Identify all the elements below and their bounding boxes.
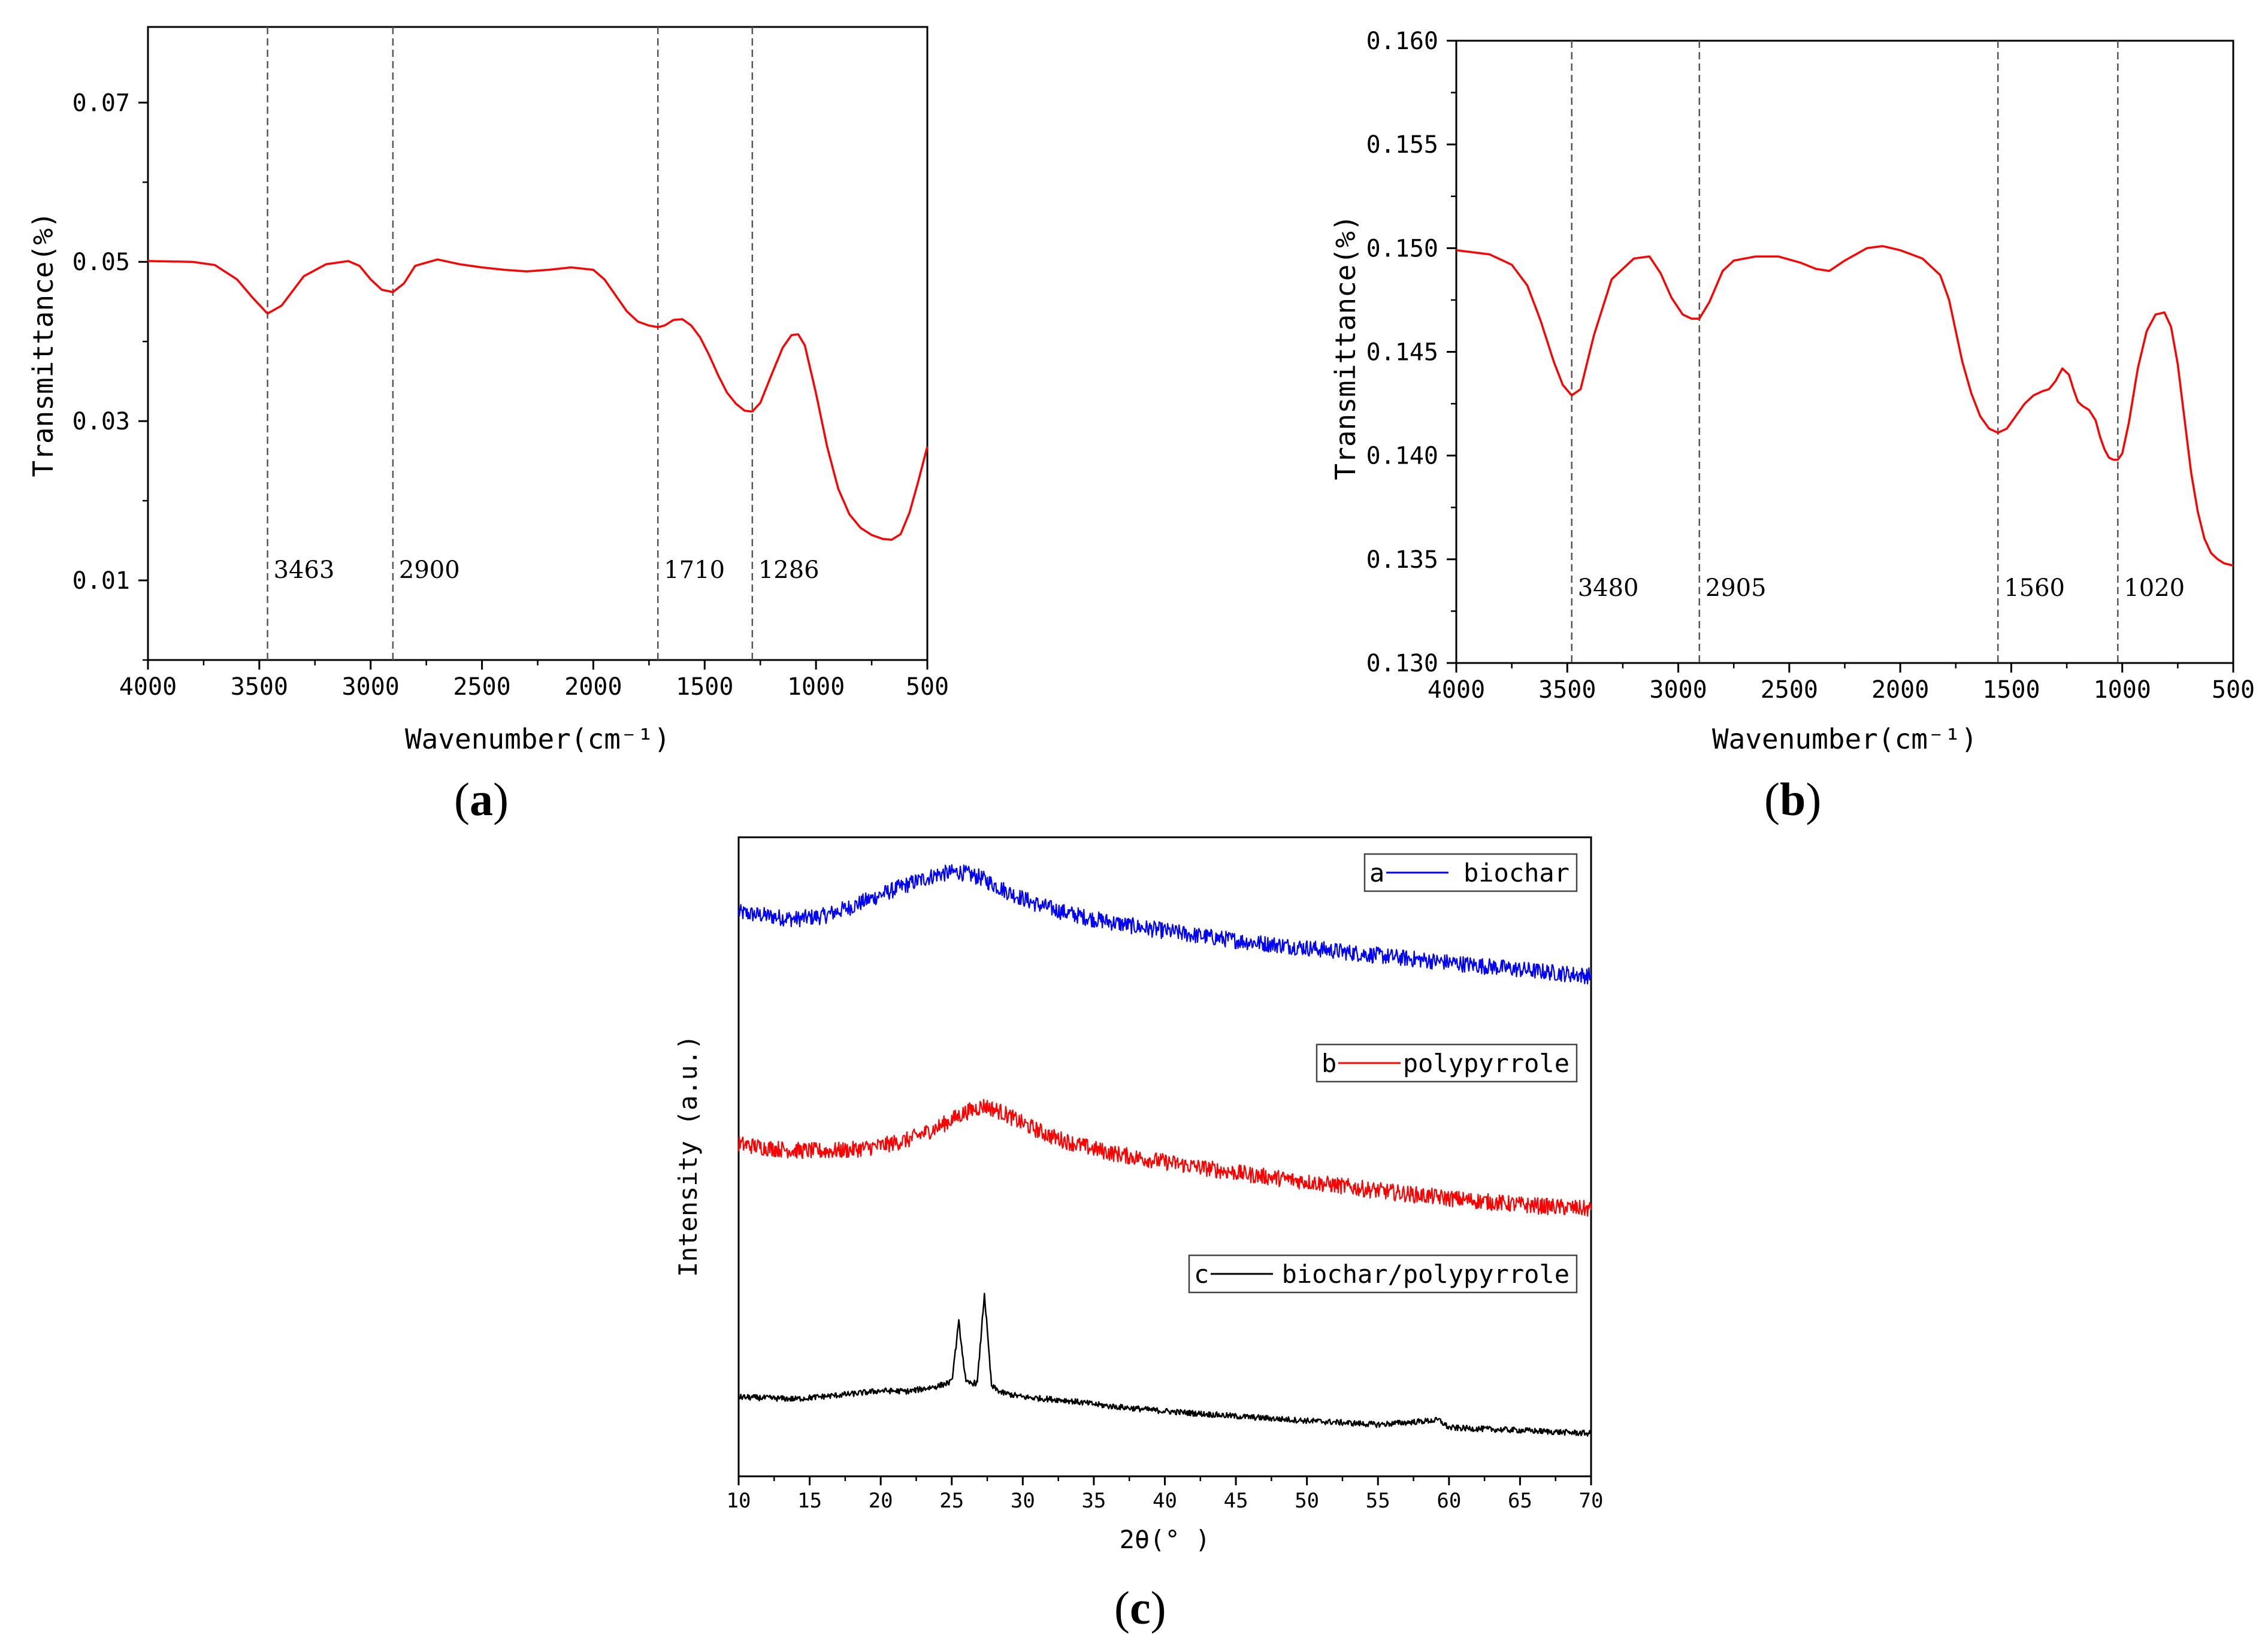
x-axis-label: Wavenumber(cm⁻¹) — [405, 723, 670, 755]
legend-label: polypyrrole — [1403, 1049, 1570, 1078]
panel-label-c: (c) — [1114, 1582, 1166, 1634]
series-line-biochar-polypyrrole — [737, 1292, 1592, 1437]
x-tick-label: 3500 — [231, 673, 288, 701]
x-tick-label: 35 — [1081, 1489, 1106, 1513]
legend-biochar-polypyrrole: c biochar/polypyrrole — [1188, 1254, 1578, 1294]
y-tick-label: 0.155 — [1366, 131, 1438, 159]
series-line-ftir — [148, 258, 929, 541]
legend-label: biochar/polypyrrole — [1282, 1260, 1570, 1289]
x-tick-label: 70 — [1579, 1489, 1604, 1513]
x-tick-label: 20 — [869, 1489, 893, 1513]
y-tick-label: 0.160 — [1366, 28, 1438, 55]
x-axis-label: Wavenumber(cm⁻¹) — [1712, 723, 1977, 755]
y-tick-label: 0.03 — [72, 408, 130, 435]
x-tick-label: 30 — [1011, 1489, 1035, 1513]
peak-label: 1710 — [664, 556, 725, 584]
x-tick-label: 3000 — [342, 673, 400, 701]
x-tick-label: 3500 — [1538, 676, 1596, 704]
y-tick-label: 0.130 — [1366, 650, 1438, 677]
panel-label-b: (b) — [1764, 773, 1822, 825]
x-tick-label: 50 — [1295, 1489, 1319, 1513]
x-tick-label: 1000 — [787, 673, 845, 701]
series-line-polypyrrole — [737, 1098, 1592, 1217]
y-tick-label: 0.01 — [72, 567, 130, 595]
y-tick-label: 0.150 — [1366, 235, 1438, 262]
y-tick-label: 0.145 — [1366, 339, 1438, 367]
x-tick-label: 2500 — [1761, 676, 1818, 704]
legend-polypyrrole: b polypyrrole — [1316, 1043, 1578, 1083]
x-tick-label: 65 — [1508, 1489, 1532, 1513]
x-tick-label: 500 — [906, 673, 949, 701]
y-axis-label: Transmittance(%) — [1329, 214, 1362, 480]
x-tick-label: 40 — [1153, 1489, 1177, 1513]
y-axis-label: Intensity (a.u.) — [673, 1035, 703, 1277]
x-tick-label: 4000 — [119, 673, 177, 701]
x-tick-label: 15 — [797, 1489, 822, 1513]
legend-biochar: a biochar — [1363, 853, 1578, 892]
x-tick-label: 10 — [727, 1489, 751, 1513]
series-line-ftir — [1456, 245, 2234, 567]
y-axis-label: Transmittance(%) — [27, 211, 59, 477]
x-tick-label: 2500 — [453, 673, 510, 701]
x-tick-label: 1500 — [676, 673, 733, 701]
plot-frame — [1455, 40, 2234, 664]
x-tick-label: 25 — [939, 1489, 964, 1513]
panel-label-a: (a) — [454, 773, 509, 825]
legend-letter: c — [1194, 1260, 1209, 1289]
legend-letter: a — [1369, 858, 1384, 888]
x-tick-label: 45 — [1224, 1489, 1248, 1513]
y-tick-label: 0.135 — [1366, 546, 1438, 574]
series-line-biochar — [737, 864, 1592, 985]
x-tick-label: 60 — [1437, 1489, 1461, 1513]
chart-b: 4000 3500 3000 2500 2000 1500 1000 500 0.130 0.13… — [1329, 28, 2255, 755]
chart-a: 4000 3500 3000 2500 2000 1500 1000 500 0.01 0.03 0… — [27, 26, 949, 755]
peak-label: 2905 — [1705, 574, 1767, 602]
y-tick-label: 0.140 — [1366, 443, 1438, 470]
peak-label: 1286 — [758, 556, 819, 584]
x-tick-label: 55 — [1366, 1489, 1390, 1513]
x-tick-label: 4000 — [1428, 676, 1485, 704]
peak-label: 3480 — [1578, 574, 1639, 602]
peak-label: 1020 — [2124, 574, 2185, 602]
y-tick-label: 0.05 — [72, 249, 130, 276]
x-tick-label: 2000 — [1871, 676, 1929, 704]
x-axis-label: 2θ(° ) — [1120, 1525, 1211, 1554]
x-tick-label: 2000 — [564, 673, 622, 701]
chart-c: 10 15 20 25 30 35 40 45 50 55 60 65 70 a biochar b polyp… — [673, 836, 1604, 1554]
x-tick-label: 3000 — [1649, 676, 1707, 704]
x-tick-label: 500 — [2212, 676, 2255, 704]
peak-label: 2900 — [399, 556, 460, 584]
y-tick-label: 0.07 — [72, 89, 130, 117]
legend-letter: b — [1322, 1049, 1336, 1078]
x-tick-label: 1500 — [1982, 676, 2040, 704]
legend-label: biochar — [1463, 858, 1570, 888]
peak-label: 3463 — [274, 556, 335, 584]
peak-label: 1560 — [2004, 574, 2065, 602]
x-tick-label: 1000 — [2094, 676, 2151, 704]
